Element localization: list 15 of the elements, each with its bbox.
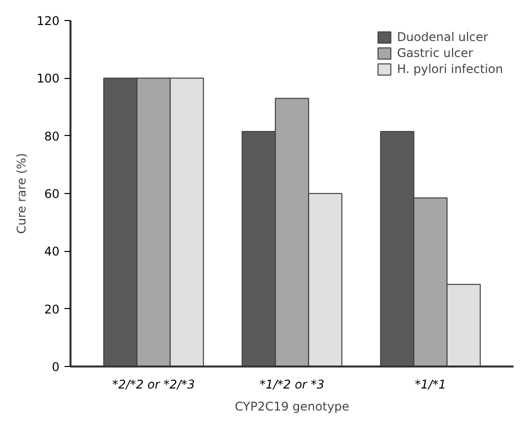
y-tick-label: 20 bbox=[44, 302, 60, 316]
y-tick-label: 120 bbox=[36, 14, 60, 28]
y-tick-label: 80 bbox=[44, 129, 60, 144]
legend-label: H. pylori infection bbox=[396, 62, 503, 76]
legend-label: Duodenal ulcer bbox=[396, 30, 488, 44]
x-tick-label: *2/*2 or *2/*3 bbox=[112, 378, 195, 392]
x-tick-label: *1/*2 or *3 bbox=[260, 378, 324, 392]
y-axis-title: Cure rare (%) bbox=[14, 153, 29, 234]
legend-label: Gastric ulcer bbox=[396, 46, 474, 60]
x-tick-label: *1/*1 bbox=[414, 378, 446, 392]
x-axis-title: CYP2C19 genotype bbox=[234, 400, 350, 414]
y-tick-label: 60 bbox=[44, 187, 60, 201]
y-tick-label: 100 bbox=[36, 72, 60, 86]
y-tick-label: 0 bbox=[52, 360, 60, 374]
y-tick-label: 40 bbox=[44, 244, 60, 259]
